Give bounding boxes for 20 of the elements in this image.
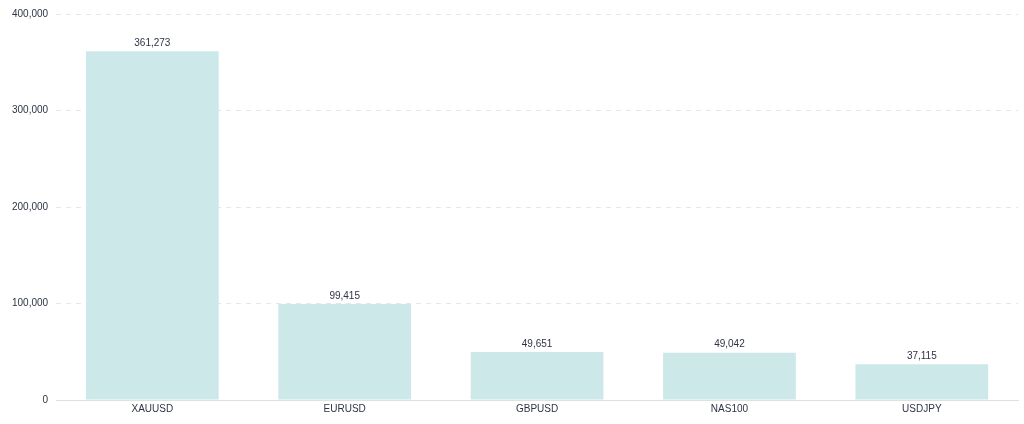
x-tick-label: USDJPY bbox=[902, 402, 942, 414]
x-tick-label: GBPUSD bbox=[515, 402, 559, 414]
bar bbox=[278, 304, 412, 400]
bar bbox=[85, 51, 219, 400]
x-tick-label: XAUUSD bbox=[131, 402, 174, 414]
y-tick-label: 300,000 bbox=[11, 104, 49, 116]
bar bbox=[470, 352, 604, 400]
bar bbox=[663, 352, 796, 400]
y-tick-label: 400,000 bbox=[11, 7, 49, 19]
y-tick-label: 0 bbox=[42, 393, 49, 405]
data-label: 99,415 bbox=[329, 289, 361, 301]
data-label: 49,042 bbox=[714, 338, 746, 350]
x-tick-label: EURUSD bbox=[323, 402, 366, 414]
data-label: 49,651 bbox=[521, 337, 553, 349]
y-tick-label: 100,000 bbox=[11, 297, 49, 309]
data-label: 361,273 bbox=[134, 37, 171, 49]
data-label: 37,115 bbox=[906, 349, 938, 361]
bar bbox=[855, 364, 989, 400]
x-tick-label: NAS100 bbox=[710, 402, 749, 414]
y-tick-label: 200,000 bbox=[11, 200, 49, 212]
